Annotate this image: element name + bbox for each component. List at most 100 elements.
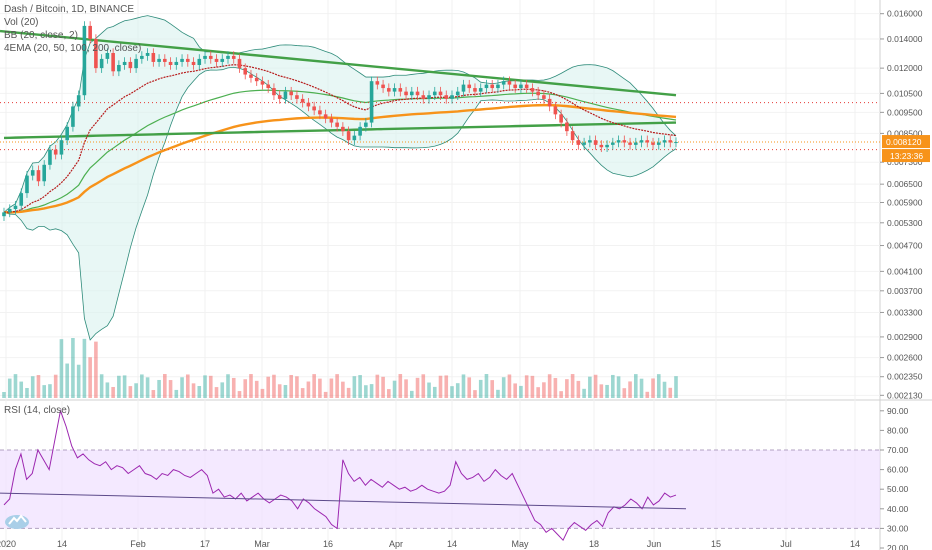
candle-body — [145, 52, 150, 56]
volume-bar — [157, 379, 161, 398]
volume-bar — [375, 374, 380, 398]
candle-body — [375, 81, 380, 85]
volume-bar — [48, 384, 52, 398]
volume-bar — [536, 387, 540, 398]
candle-body — [415, 91, 420, 96]
volume-bar — [616, 376, 621, 398]
ema-20-line — [3, 64, 677, 213]
volume-bar — [507, 374, 512, 398]
candle-body — [42, 164, 47, 182]
volume-bar — [387, 389, 391, 398]
current-price-badge[interactable] — [882, 135, 930, 149]
rsi-y-tick-label: 50.00 — [887, 484, 909, 494]
volume-bar — [145, 377, 150, 398]
volume-bar — [559, 391, 563, 398]
candle-body — [30, 170, 35, 176]
volume-bar — [197, 386, 202, 398]
x-tick-label: Jun — [647, 539, 662, 549]
symbol-title[interactable]: Dash / Bitcoin, 1D, BINANCE — [4, 4, 135, 15]
volume-bar — [151, 390, 156, 398]
candle-body — [117, 65, 121, 72]
candle-body — [341, 126, 345, 132]
candle-body — [628, 142, 632, 145]
volume-bar — [593, 374, 598, 398]
ema-100-line — [3, 103, 677, 214]
volume-bar — [289, 374, 293, 398]
volume-bar — [656, 374, 661, 398]
candle-body — [490, 84, 495, 89]
candle-body — [226, 55, 230, 59]
x-tick-label: Mar — [254, 539, 270, 549]
candle-body — [570, 131, 575, 141]
x-tick-label: 2020 — [0, 539, 16, 549]
y-tick-label: 0.002130 — [887, 390, 923, 400]
candle-body — [249, 74, 253, 78]
volume-bar — [180, 377, 184, 398]
candle-body — [260, 81, 265, 85]
volume-bar — [300, 388, 305, 398]
candle-body — [2, 212, 6, 217]
rsi-legend: RSI (14, close) — [4, 404, 70, 417]
bollinger-indicator-label[interactable]: BB (20, close, 2) — [4, 30, 78, 41]
rsi-indicator-label[interactable]: RSI (14, close) — [4, 405, 71, 416]
candle-body — [82, 25, 87, 96]
candle-body — [203, 55, 207, 59]
volume-bar — [628, 381, 632, 398]
candle-body — [674, 142, 678, 144]
ema-indicator-label[interactable]: 4EMA (20, 50, 100, 200, close) — [4, 43, 142, 54]
candle-body — [444, 95, 449, 99]
volume-bar — [214, 387, 219, 398]
volume-bar — [404, 379, 408, 398]
volume-bar — [381, 376, 385, 398]
candle-body — [197, 58, 202, 66]
volume-bar — [496, 389, 500, 398]
volume-bar — [231, 377, 236, 398]
candle-body — [662, 140, 667, 143]
volume-bar — [421, 374, 426, 398]
volume-bar — [542, 382, 546, 398]
rsi-y-tick-label: 40.00 — [887, 504, 909, 514]
candle-body — [352, 135, 357, 141]
candle-body — [432, 91, 437, 96]
volume-bar — [318, 378, 322, 398]
y-tick-label: 0.009500 — [887, 107, 923, 117]
candle-body — [409, 91, 414, 96]
volume-bar — [519, 385, 523, 398]
volume-bar — [329, 378, 334, 398]
candle-body — [180, 58, 184, 62]
candle-body — [295, 95, 299, 99]
volume-bar — [323, 391, 328, 398]
volume-bar — [122, 375, 127, 398]
candle-body — [582, 142, 586, 145]
candle-body — [163, 58, 167, 62]
candle-body — [616, 140, 621, 143]
candle-body — [668, 140, 673, 143]
candle-body — [71, 106, 75, 127]
y-tick-label: 0.003700 — [887, 286, 923, 296]
x-tick-label: Feb — [130, 539, 146, 549]
rsi-y-tick-label: 60.00 — [887, 465, 909, 475]
volume-bar — [455, 383, 460, 398]
volume-bar — [622, 388, 627, 398]
volume-indicator-label[interactable]: Vol (20) — [4, 17, 39, 28]
candle-body — [13, 205, 18, 210]
volume-bar — [174, 389, 179, 398]
volume-bar — [588, 376, 592, 398]
rsi-y-tick-label: 90.00 — [887, 406, 909, 416]
volume-bar — [513, 383, 517, 398]
candle-body — [450, 95, 454, 99]
volume-bar — [71, 338, 75, 398]
volume-bar — [547, 374, 552, 398]
candle-body — [611, 142, 615, 145]
volume-bar — [283, 385, 288, 398]
tradingview-logo-icon[interactable] — [4, 510, 30, 530]
volume-bar — [639, 378, 644, 398]
volume-bar — [312, 374, 316, 398]
candle-body — [306, 102, 311, 107]
volume-bar — [674, 376, 678, 398]
x-tick-label: Jul — [780, 539, 792, 549]
volume-bar — [272, 374, 276, 398]
volume-bar — [243, 379, 248, 398]
volume-bar — [524, 375, 529, 398]
